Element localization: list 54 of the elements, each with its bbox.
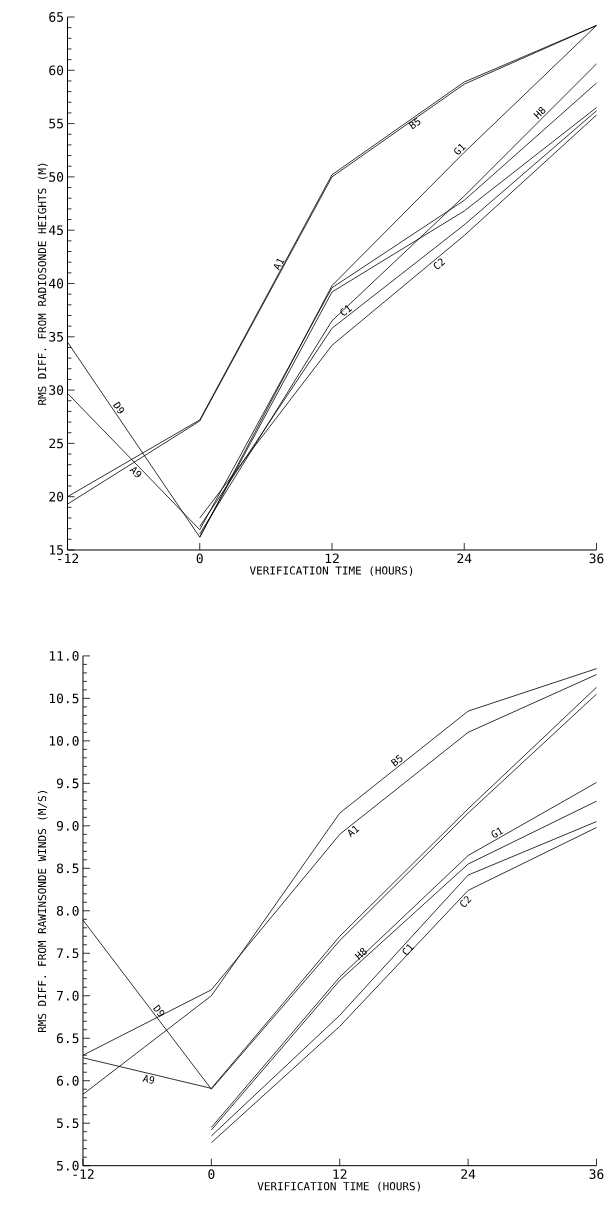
text: D9 [153,1004,165,1017]
y-tick-label: 20 [49,491,64,502]
text: A9 [142,1074,155,1084]
x-tick-label: 24 [461,1169,476,1179]
text: D9 [113,401,125,414]
x-tick-label: 0 [208,1169,215,1180]
x-tick-label: 36 [589,1169,604,1180]
y-tick-label: 25 [49,438,63,449]
y-tick-label: 9.5 [56,778,79,789]
text: C2 [460,896,472,907]
y-tick-label: 40 [49,278,64,289]
y-tick-label: 8.5 [56,863,79,874]
x-axis-title: VERIFICATION TIME (HOURS) [249,566,413,576]
y-tick-label: 35 [49,331,63,342]
text: H8 [533,107,546,119]
y-tick-label: 5.0 [56,1160,79,1171]
y-tick-label: 5.5 [56,1118,79,1129]
x-tick-label: 12 [333,1169,347,1179]
text: A9 [129,466,142,478]
y-axis-title: RMS DIFF. FROM RADIOSONDE HEIGHTS (M) [37,163,48,405]
y-tick-label: 60 [49,65,64,76]
text: G1 [454,143,466,155]
text: C1 [340,305,353,316]
x-tick-label: 0 [196,553,203,564]
text: B5 [390,754,403,767]
text: A1 [347,825,360,838]
x-tick-label: 24 [457,553,472,564]
y-tick-label: 7.0 [56,990,79,1001]
text: C1 [402,944,415,955]
y-tick-label: 55 [49,118,63,129]
x-tick-label: -12 [58,553,79,564]
text: C2 [433,258,446,269]
y-tick-label: 50 [49,171,64,182]
y-tick-label: 7.5 [56,948,79,959]
y-tick-label: 15 [49,545,63,555]
y-tick-label: 10.5 [49,693,79,704]
y-tick-label: 45 [49,225,63,235]
y-tick-label: 9.0 [56,820,79,831]
text: H8 [354,947,367,960]
x-axis-title: VERIFICATION TIME (HOURS) [257,1181,420,1192]
text: B5 [408,117,421,130]
y-tick-label: 6.5 [56,1033,79,1044]
y-tick-label: 30 [49,385,64,395]
text: A1 [273,258,285,271]
y-tick-label: 8.0 [56,905,79,916]
text: G1 [491,827,504,838]
y-tick-label: 6.0 [56,1075,79,1086]
x-tick-label: 12 [325,553,339,564]
y-tick-label: 11.0 [49,651,79,661]
x-tick-label: 36 [589,553,604,564]
y-tick-label: 65 [49,12,63,22]
y-axis-title: RMS DIFF. FROM RAWINSONDE WINDS (M/S) [37,791,48,1033]
x-tick-label: -12 [73,1169,94,1179]
y-tick-label: 10.0 [49,735,79,746]
